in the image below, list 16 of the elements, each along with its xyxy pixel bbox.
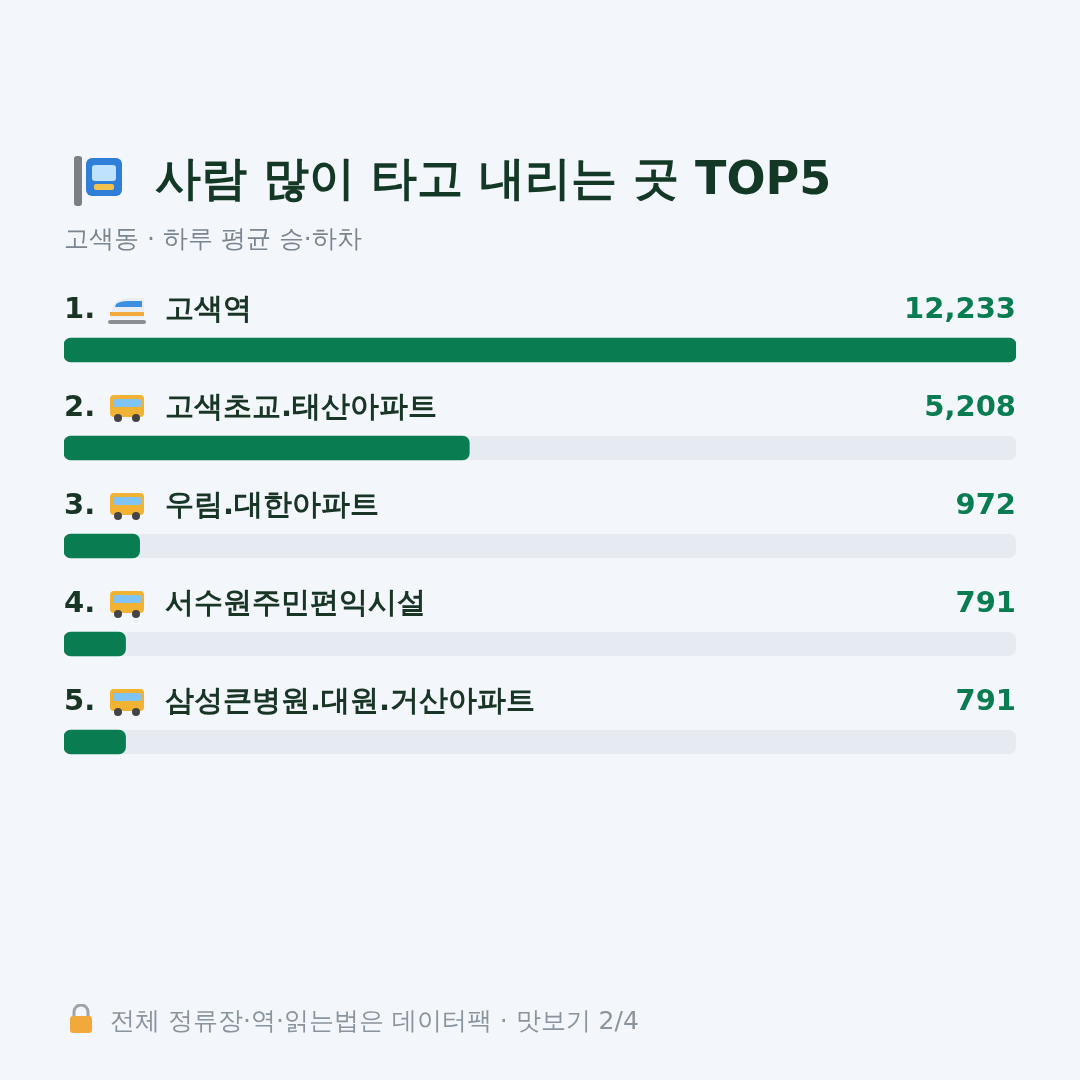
chart-subtitle: 고색동 · 하루 평균 승·하차 [64, 223, 362, 255]
data-label: 791 [955, 682, 1016, 717]
bar [64, 631, 126, 657]
bar [64, 533, 140, 559]
text: 전체 정류장·역·읽는법은 데이터팩 · 맛보기 2/4 [110, 1005, 639, 1037]
category-label: 1. 고색역 [64, 290, 252, 325]
bar [64, 729, 126, 755]
category-label: 2. 고색초교.태산아파트 [64, 388, 438, 423]
category-label: 4. 서수원주민편익시설 [64, 584, 426, 619]
data-label: 12,233 [904, 290, 1016, 325]
category-label: 3. 우림.대한아파트 [64, 486, 380, 521]
data-label: 972 [955, 486, 1016, 521]
data-label: 791 [955, 584, 1016, 619]
data-label: 5,208 [924, 388, 1016, 423]
chart-title: 사람 많이 타고 내리는 곳 TOP5 [155, 150, 832, 207]
category-label: 5. 삼성큰병원.대원.거산아파트 [64, 682, 536, 717]
